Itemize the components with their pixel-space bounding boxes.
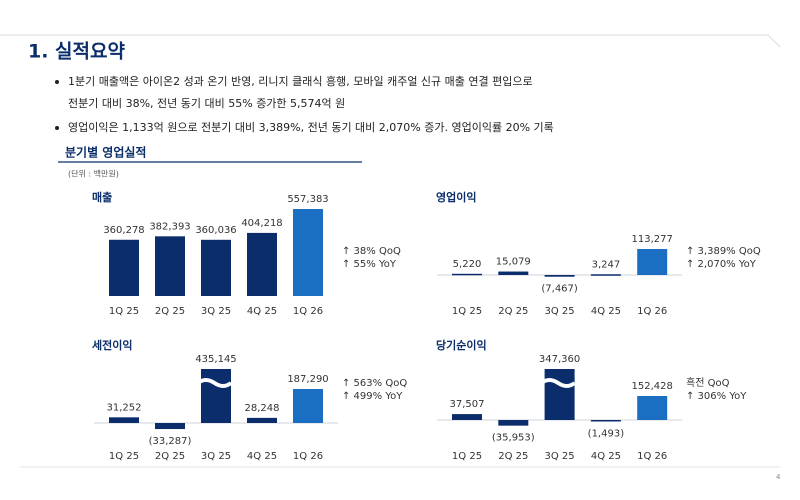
bar	[293, 209, 323, 296]
category-label: 2Q 25	[155, 306, 185, 317]
value-label: 152,428	[632, 381, 673, 392]
bar	[201, 239, 231, 296]
bar	[247, 417, 277, 423]
unit-note: (단위 : 백만원)	[68, 169, 119, 179]
value-label: 347,360	[539, 354, 580, 365]
value-label: 360,036	[195, 225, 236, 236]
annotation: ↑ 499% YoY	[342, 391, 403, 402]
category-label: 4Q 25	[247, 306, 277, 317]
annotation: ↑ 563% QoQ	[342, 378, 407, 389]
bar	[109, 417, 139, 423]
bar	[590, 274, 621, 276]
category-label: 4Q 25	[591, 306, 621, 317]
bar	[498, 420, 529, 426]
bullet-dot	[55, 80, 59, 84]
annotation: ↑ 55% YoY	[342, 259, 397, 270]
bar	[201, 369, 231, 423]
bullet-dot	[55, 126, 59, 130]
category-label: 1Q 26	[637, 451, 667, 462]
bar	[293, 389, 323, 423]
bar	[247, 232, 277, 296]
bar	[637, 249, 668, 275]
category-label: 1Q 25	[452, 451, 482, 462]
bullet-text: 1분기 매출액은 아이온2 성과 온기 반영, 리니지 클래식 흥행, 모바일 …	[68, 74, 533, 88]
bar	[452, 414, 482, 420]
axis-break	[540, 378, 576, 388]
chart-title: 당기순이익	[436, 338, 487, 352]
value-label: 382,393	[149, 221, 190, 232]
category-label: 2Q 25	[498, 306, 528, 317]
category-label: 3Q 25	[545, 451, 575, 462]
axis-break	[196, 378, 233, 388]
value-label: 360,278	[103, 225, 144, 236]
value-label: 557,383	[287, 194, 328, 205]
charts: 매출 360,278 1Q 25 382,393 2Q 25 360,036 3Q 25 40…	[92, 190, 761, 462]
value-label: 187,290	[287, 374, 328, 385]
category-label: 4Q 25	[591, 451, 621, 462]
category-label: 1Q 26	[637, 306, 667, 317]
bar-chart: 당기순이익 37,507 1Q 25 (35,953) 2Q 25 347,360 3Q 2…	[436, 338, 747, 462]
category-label: 3Q 25	[201, 451, 231, 462]
annotation: ↑ 2,070% YoY	[686, 259, 757, 270]
category-label: 1Q 25	[109, 451, 139, 462]
bullets: 1분기 매출액은 아이온2 성과 온기 반영, 리니지 클래식 흥행, 모바일 …	[55, 74, 554, 134]
bar	[498, 271, 529, 275]
value-label: (7,467)	[541, 284, 578, 295]
section-title: 분기별 영업실적	[65, 145, 146, 160]
category-label: 1Q 26	[293, 306, 323, 317]
bar-chart: 매출 360,278 1Q 25 382,393 2Q 25 360,036 3Q 25 40…	[92, 190, 401, 317]
page-number: 4	[776, 473, 781, 481]
chart-title: 매출	[92, 190, 112, 204]
annotation: 흑전 QoQ	[686, 376, 730, 389]
bar-chart: 세전이익 31,252 1Q 25 (33,287) 2Q 25 435,145 3Q 25…	[92, 338, 407, 462]
category-label: 2Q 25	[155, 451, 185, 462]
annotation: ↑ 38% QoQ	[342, 246, 401, 257]
category-label: 4Q 25	[247, 451, 277, 462]
value-label: 113,277	[632, 234, 673, 245]
category-label: 1Q 26	[293, 451, 323, 462]
value-label: 28,248	[245, 403, 280, 414]
bar-chart: 영업이익 5,220 1Q 25 15,079 2Q 25 (7,467) 3Q 25 3,2…	[436, 190, 761, 317]
chart-title: 세전이익	[92, 338, 132, 352]
bar	[544, 275, 575, 277]
value-label: 5,220	[453, 259, 482, 270]
category-label: 3Q 25	[201, 306, 231, 317]
value-label: 435,145	[195, 354, 236, 365]
bar	[452, 273, 482, 276]
value-label: 37,507	[450, 399, 485, 410]
bar	[109, 239, 139, 296]
value-label: (33,287)	[149, 436, 192, 447]
slide-title: 1. 실적요약	[28, 41, 125, 63]
bar	[155, 423, 185, 430]
bar	[544, 369, 575, 420]
annotation: ↑ 3,389% QoQ	[686, 246, 761, 257]
bar	[590, 420, 621, 422]
bar	[637, 396, 668, 420]
value-label: (1,493)	[588, 429, 625, 440]
bar	[155, 236, 185, 296]
chart-title: 영업이익	[436, 190, 476, 204]
bullet-text: 전분기 대비 38%, 전년 동기 대비 55% 증가한 5,574억 원	[68, 97, 345, 110]
top-rule	[0, 34, 781, 48]
category-label: 3Q 25	[545, 306, 575, 317]
value-label: 404,218	[241, 218, 282, 229]
value-label: (35,953)	[492, 433, 535, 444]
value-label: 3,247	[592, 259, 621, 270]
category-label: 2Q 25	[498, 451, 528, 462]
bullet-text: 영업이익은 1,133억 원으로 전분기 대비 3,389%, 전년 동기 대비…	[68, 121, 554, 134]
annotation: ↑ 306% YoY	[686, 391, 747, 402]
category-label: 1Q 25	[109, 306, 139, 317]
category-label: 1Q 25	[452, 306, 482, 317]
value-label: 15,079	[496, 257, 531, 268]
value-label: 31,252	[107, 402, 142, 413]
